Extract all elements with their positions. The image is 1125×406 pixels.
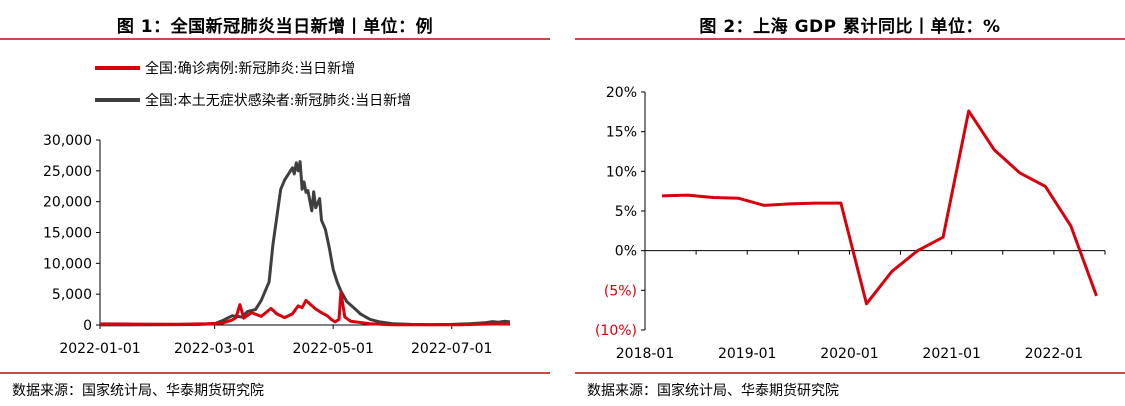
series-line-0 [661,109,1098,306]
source-rule [575,372,1125,374]
y-tick-label: 20% [606,85,637,101]
y-tick-label: (10%) [595,323,637,339]
x-tick-label: 2019-01 [718,346,777,362]
source-rule [0,372,550,374]
y-tick-label: 10,000 [43,256,92,272]
legend-label-0: 全国:确诊病例:新冠肺炎:当日新增 [145,60,355,77]
x-tick-label: 2022-07-01 [411,341,492,357]
x-tick-label: 2022-03-01 [174,341,255,357]
y-tick-label: 5,000 [52,287,92,303]
y-tick-label: 5% [615,204,637,220]
y-tick-label: 20,000 [43,195,92,211]
series-line-0 [99,290,511,327]
source-note: 数据来源：国家统计局、华泰期货研究院 [12,383,264,399]
x-tick-label: 2018-01 [616,346,675,362]
chart-title: 图 2：上海 GDP 累计同比丨单位：% [699,17,1001,37]
chart-panel-covid: 图 1：全国新冠肺炎当日新增丨单位：例 0 5,000 10,000 15,000 20… [0,0,550,406]
chart-shanghai-gdp: (10%) (5%) 0% 5% 10% 15% 20% 2018-01 2019-01 2020… [595,85,1106,362]
y-tick-label: 30,000 [43,133,92,149]
y-tick-label: 15,000 [43,226,92,242]
title-rule [0,38,550,40]
chart-panel-gdp: 图 2：上海 GDP 累计同比丨单位：% (10%) (5%) 0% 5% 10% 15%… [575,0,1125,406]
y-tick-label: 10% [606,164,637,180]
y-tick-label: 25,000 [43,164,92,180]
x-tick-label: 2021-01 [922,346,981,362]
x-tick-label: 2022-05-01 [292,341,373,357]
legend-label-1: 全国:本土无症状感染者:新冠肺炎:当日新增 [145,92,411,109]
x-tick-label: 2020-01 [820,346,879,362]
title-rule [575,38,1125,40]
chart-title: 图 1：全国新冠肺炎当日新增丨单位：例 [116,17,434,37]
x-tick-label: 2022-01 [1025,346,1084,362]
y-tick-label: 0% [615,244,637,260]
source-note: 数据来源：国家统计局、华泰期货研究院 [587,383,839,399]
y-tick-label: 0 [83,318,92,334]
y-tick-label: (5%) [604,283,637,299]
x-tick-label: 2022-01-01 [59,341,140,357]
y-tick-label: 15% [606,125,637,141]
chart-covid-daily: 0 5,000 10,000 15,000 20,000 25,000 30,000 2022… [43,60,511,357]
